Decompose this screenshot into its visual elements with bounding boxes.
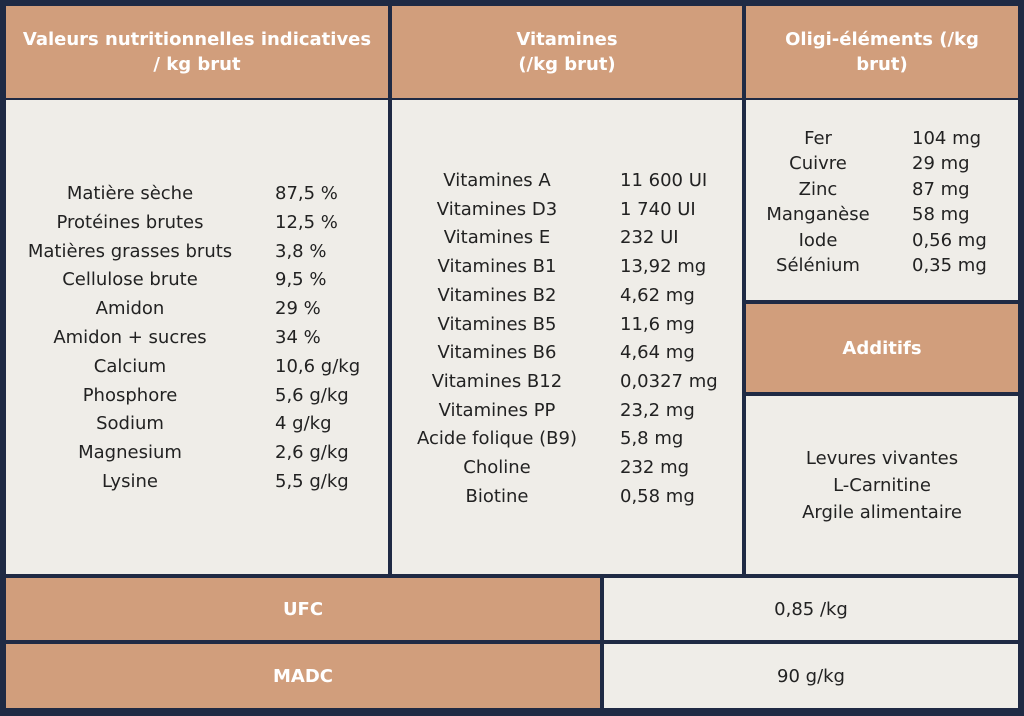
row-label: Calcium bbox=[93, 355, 167, 377]
additive: L-Carnitine bbox=[833, 474, 931, 496]
row-value: 87,5 % bbox=[275, 183, 338, 204]
header-title: Oligi-éléments (/kg bbox=[785, 29, 979, 50]
row-label: Vitamines B5 bbox=[437, 313, 557, 335]
row-value: 4,64 mg bbox=[620, 342, 695, 364]
body-cell: Levures vivantes L-Carnitine Argile alimen… bbox=[746, 396, 1018, 574]
row-label: Vitamines A bbox=[443, 170, 551, 191]
row-label: Zinc bbox=[798, 178, 838, 200]
label: MADC bbox=[273, 665, 333, 687]
row-value: 58 mg bbox=[912, 204, 970, 226]
row-value: 4 g/kg bbox=[275, 413, 332, 435]
row-label: Vitamines E bbox=[443, 227, 551, 249]
additive: Levures vivantes bbox=[805, 447, 959, 469]
row-label: Lysine bbox=[102, 471, 158, 492]
value: 90 g/kg bbox=[777, 665, 845, 687]
row-value: 5,5 g/kg bbox=[275, 471, 349, 492]
row-label: Matière sèche bbox=[66, 183, 194, 204]
row-value: 9,5 % bbox=[275, 269, 327, 291]
row-label: Sodium bbox=[96, 413, 164, 435]
row-value: 104 mg bbox=[912, 128, 982, 149]
row-value: 11,6 mg bbox=[620, 313, 695, 335]
header-title: brut) bbox=[856, 54, 908, 75]
row-label: Vitamines B12 bbox=[431, 370, 563, 392]
footer-label: UFC bbox=[6, 578, 600, 640]
additive: Argile alimentaire bbox=[802, 501, 962, 523]
row-label: Biotine bbox=[465, 485, 529, 507]
header-title: Valeurs nutritionnelles indicatives bbox=[22, 29, 372, 50]
header-title: Vitamines bbox=[516, 29, 618, 50]
footer-value: 0,85 /kg bbox=[604, 578, 1018, 640]
row-label: Fer bbox=[804, 128, 832, 149]
value: 0,85 /kg bbox=[774, 598, 848, 620]
row-value: 10,6 g/kg bbox=[275, 355, 361, 377]
row-value: 13,92 mg bbox=[620, 256, 707, 278]
row-label: Vitamines D3 bbox=[436, 198, 558, 220]
row-label: Amidon bbox=[95, 298, 165, 320]
row-label: Phosphore bbox=[82, 384, 178, 406]
row-value: 5,6 g/kg bbox=[275, 384, 349, 406]
row-label: Iode bbox=[798, 229, 838, 251]
row-label: Acide folique (B9) bbox=[417, 428, 577, 450]
row-label: Choline bbox=[463, 457, 531, 478]
row-label: Vitamines B6 bbox=[437, 342, 557, 364]
footer-value: 90 g/kg bbox=[604, 644, 1018, 708]
row-value: 11 600 UI bbox=[620, 170, 708, 191]
header-cell: Valeurs nutritionnelles indicatives / kg … bbox=[6, 6, 388, 98]
row-value: 4,62 mg bbox=[620, 284, 695, 306]
body-cell: Matière sèche 87,5 % Protéines brutes 12,5 … bbox=[6, 100, 388, 574]
row-label: Manganèse bbox=[766, 204, 870, 226]
row-label: Vitamines B1 bbox=[437, 256, 557, 278]
row-label: Protéines brutes bbox=[56, 211, 204, 233]
row-value: 29 % bbox=[275, 298, 321, 320]
header-title: (/kg brut) bbox=[518, 54, 616, 75]
row-value: 0,58 mg bbox=[620, 485, 695, 507]
row-value: 1 740 UI bbox=[620, 198, 696, 220]
row-value: 0,56 mg bbox=[912, 229, 987, 251]
additifs-title: Additifs bbox=[842, 337, 922, 359]
row-value: 0,0327 mg bbox=[620, 370, 718, 392]
row-value: 12,5 % bbox=[275, 211, 338, 233]
header-cell: Additifs bbox=[746, 304, 1018, 392]
row-value: 232 UI bbox=[620, 227, 679, 249]
row-value: 2,6 g/kg bbox=[275, 442, 349, 464]
row-label: Sélénium bbox=[776, 255, 860, 276]
header-title: / kg brut bbox=[153, 54, 241, 75]
row-label: Magnesium bbox=[78, 442, 182, 464]
row-value: 5,8 mg bbox=[620, 428, 684, 450]
row-label: Vitamines PP bbox=[438, 399, 556, 421]
row-value: 29 mg bbox=[912, 153, 970, 175]
row-value: 34 % bbox=[275, 327, 321, 348]
row-value: 0,35 mg bbox=[912, 255, 987, 276]
row-label: Matières grasses bruts bbox=[27, 240, 233, 262]
row-value: 23,2 mg bbox=[620, 399, 695, 421]
row-value: 232 mg bbox=[620, 457, 690, 478]
body-cell: Fer 104 mg Cuivre 29 mg Zinc 87 mg Manganèse 58… bbox=[746, 100, 1018, 300]
row-label: Cellulose brute bbox=[62, 269, 198, 291]
row-value: 87 mg bbox=[912, 178, 970, 200]
row-label: Vitamines B2 bbox=[437, 284, 557, 306]
label: UFC bbox=[282, 598, 324, 620]
row-label: Amidon + sucres bbox=[53, 327, 207, 348]
row-label: Cuivre bbox=[789, 153, 847, 175]
footer-label: MADC bbox=[6, 644, 600, 708]
header-cell: Vitamines (/kg brut) bbox=[392, 6, 742, 98]
body-cell: Vitamines A 11 600 UI Vitamines D3 1 740 UI… bbox=[392, 100, 742, 574]
row-value: 3,8 % bbox=[275, 240, 327, 262]
header-cell: Oligi-éléments (/kg brut) bbox=[746, 6, 1018, 98]
